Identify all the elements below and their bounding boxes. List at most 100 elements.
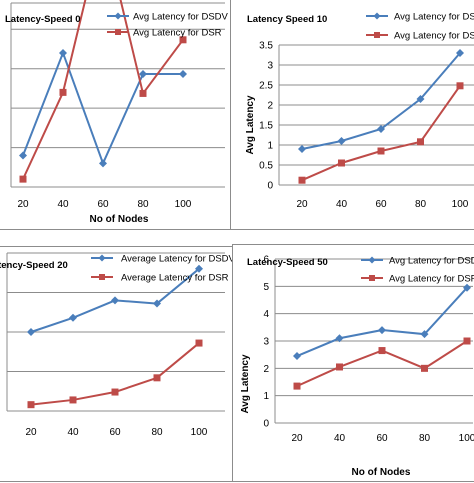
chart-title: Latency-Speed 0 [5, 14, 81, 25]
chart-svg-speed-10: 0 0.5 1 1.5 2 2.5 3 3.5 20 40 60 80 100 Latency Spee… [245, 12, 474, 210]
y-tick-label: 1 [267, 141, 273, 152]
legend-label-dsdv: Avg Latency for DSDV [389, 256, 474, 267]
legend-label-dsr: Avg Latency for DS R [394, 31, 474, 42]
legend-marker-dsr [369, 275, 375, 281]
point-dsdv [139, 69, 147, 78]
point-dsdv [19, 151, 27, 160]
legend-marker-dsdv [368, 256, 376, 264]
y-tick-label: 3.5 [259, 41, 273, 52]
x-axis-label: No of Nodes [90, 214, 149, 225]
x-tick-label: 20 [17, 199, 29, 210]
point-dsr [417, 138, 424, 146]
y-tick-label: 0.5 [259, 161, 273, 172]
point-dsdv [153, 299, 161, 308]
point-dsr [338, 159, 345, 167]
point-dsdv [420, 330, 429, 339]
legend: Average Latency for DSDV Average Latency… [91, 254, 236, 284]
x-tick-label: 100 [175, 199, 192, 210]
point-dsr [153, 374, 161, 382]
chart-panel-speed-0: 20 40 60 80 100 Latency-Speed 0 No of Nodes … [0, 0, 236, 230]
point-dsr [69, 396, 77, 404]
y-tick-label: 5 [263, 282, 269, 293]
y-axis-label: Avg Latency [240, 354, 251, 414]
legend-marker-dsdv [114, 12, 122, 20]
point-dsr [463, 337, 471, 345]
chart-title: Latency Speed 10 [247, 14, 327, 25]
x-tick-label: 60 [97, 199, 109, 210]
legend-marker-dsdv [373, 12, 381, 20]
chart-panel-speed-50: 0 1 2 3 4 5 6 20 40 60 80 100 Latency-Speed 50 Avg … [232, 244, 474, 482]
legend-marker-dsr [99, 274, 105, 280]
series-line-dsdv [301, 52, 461, 150]
legend-label-dsr: Average Latency for DSR [121, 273, 229, 284]
point-dsr [377, 147, 385, 155]
x-tick-label: 20 [296, 199, 308, 210]
y-tick-label: 0 [267, 181, 273, 192]
legend-marker-dsr [115, 29, 121, 35]
point-dsr [421, 364, 428, 372]
point-dsdv [335, 334, 344, 343]
y-tick-label: 1.5 [259, 121, 273, 132]
y-tick-label: 2 [263, 364, 269, 375]
x-tick-label: 60 [375, 199, 387, 210]
x-axis-label: No of Nodes [352, 467, 411, 478]
point-dsdv [179, 69, 187, 78]
legend-marker-dsr [374, 32, 380, 38]
x-tick-label: 40 [334, 433, 346, 444]
legend-label-dsr: Avg Latency for DSR [389, 274, 474, 285]
series-line-dsdv [296, 287, 468, 357]
legend-label-dsr: Avg Latency for DSR [133, 28, 222, 39]
chart-title: Latency-Speed 50 [247, 257, 328, 268]
point-dsdv [293, 352, 301, 361]
point-dsdv [463, 283, 471, 292]
x-tick-label: 100 [459, 433, 474, 444]
y-tick-label: 3 [263, 337, 269, 348]
y-tick-label: 3 [267, 61, 273, 72]
point-dsdv [456, 49, 464, 57]
legend-marker-dsdv [98, 254, 106, 262]
point-dsr [139, 89, 147, 97]
point-dsdv [195, 264, 203, 273]
y-tick-label: 2 [267, 101, 273, 112]
y-tick-label: 0 [263, 419, 269, 430]
y-tick-label: 2.5 [259, 81, 273, 92]
chart-title: Latency-Speed 20 [0, 260, 68, 271]
legend-label-dsdv: Average Latency for DSDV [121, 254, 236, 265]
point-dsdv [298, 145, 306, 153]
x-tick-label: 40 [67, 427, 79, 438]
x-tick-label: 60 [109, 427, 121, 438]
point-dsdv [337, 137, 346, 145]
x-tick-label: 20 [291, 433, 303, 444]
series-line-dsr [22, 0, 184, 180]
point-dsdv [27, 328, 35, 336]
point-dsdv [69, 313, 77, 322]
x-tick-label: 100 [452, 199, 469, 210]
chart-svg-speed-20: 20 40 60 80 100 Latency-Speed 20 Average Lat… [0, 252, 236, 438]
point-dsr [336, 363, 343, 371]
point-dsr [179, 36, 187, 44]
y-tick-label: 1 [263, 391, 269, 402]
legend: Avg Latency for DSDV Avg Latency for DS … [366, 12, 474, 42]
point-dsr [195, 339, 203, 347]
chart-svg-speed-50: 0 1 2 3 4 5 6 20 40 60 80 100 Latency-Speed 50 Avg … [240, 255, 474, 479]
point-dsdv [377, 125, 385, 133]
point-dsdv [378, 326, 386, 335]
x-tick-label: 80 [151, 427, 163, 438]
point-dsr [378, 347, 386, 355]
x-tick-label: 80 [419, 433, 431, 444]
point-dsdv [111, 296, 119, 305]
y-axis-label: Avg Latency [245, 95, 256, 155]
point-dsr [111, 388, 119, 396]
point-dsr [293, 382, 301, 390]
x-tick-label: 20 [25, 427, 37, 438]
legend: Avg Latency for DSDV Avg Latency for DSR [107, 12, 229, 39]
x-tick-label: 40 [57, 199, 69, 210]
point-dsr [59, 88, 67, 96]
point-dsdv [59, 48, 67, 57]
point-dsr [27, 401, 35, 409]
x-tick-label: 80 [415, 199, 427, 210]
legend-label-dsdv: Avg Latency for DSDV [394, 12, 474, 23]
legend: Avg Latency for DSDV Avg Latency for DSR [361, 256, 474, 285]
y-tick-label: 4 [263, 309, 269, 320]
x-tick-label: 100 [191, 427, 208, 438]
